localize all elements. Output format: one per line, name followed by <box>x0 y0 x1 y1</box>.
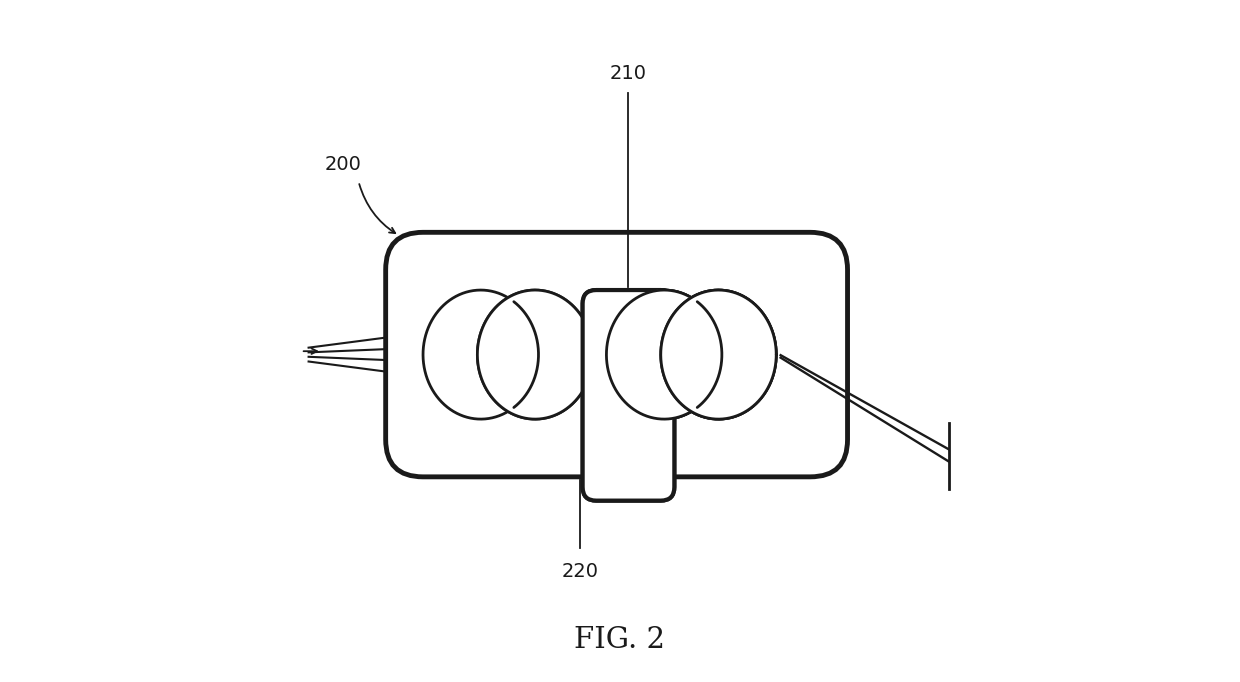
FancyBboxPatch shape <box>583 290 675 501</box>
Polygon shape <box>661 290 776 419</box>
Text: 200: 200 <box>325 155 361 174</box>
Polygon shape <box>606 290 722 419</box>
Text: 220: 220 <box>562 562 598 581</box>
Polygon shape <box>477 290 593 419</box>
FancyBboxPatch shape <box>386 233 847 477</box>
Polygon shape <box>661 290 776 419</box>
Polygon shape <box>661 290 776 419</box>
Polygon shape <box>477 290 593 419</box>
Polygon shape <box>423 290 538 419</box>
FancyBboxPatch shape <box>583 290 675 501</box>
Text: 210: 210 <box>610 64 647 83</box>
Text: FIG. 2: FIG. 2 <box>574 626 666 654</box>
Polygon shape <box>606 290 722 419</box>
Polygon shape <box>606 290 722 419</box>
